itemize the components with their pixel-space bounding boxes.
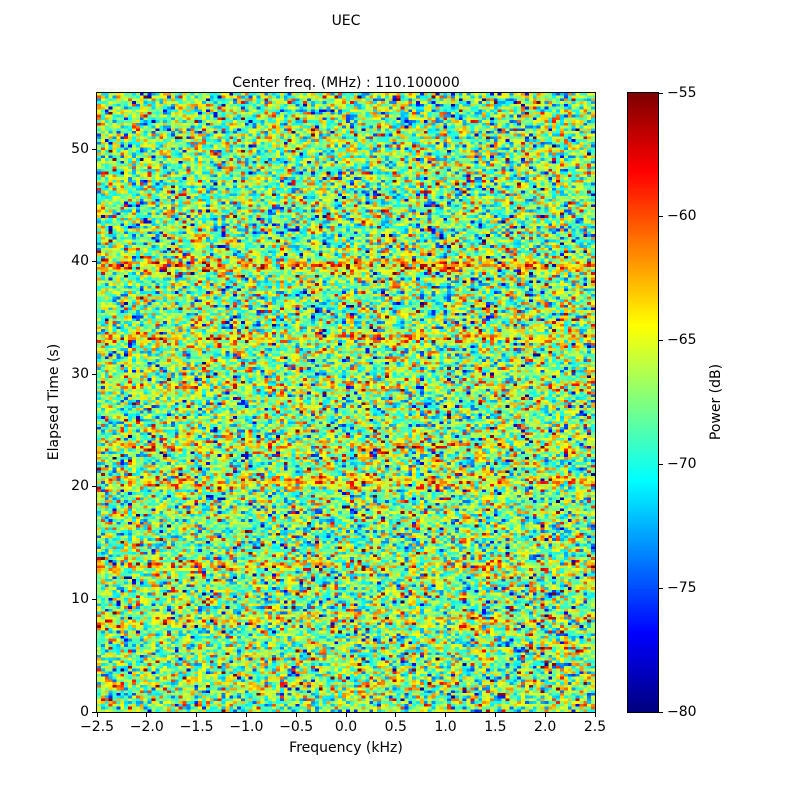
- x-tick-label: −2.0: [129, 719, 164, 735]
- x-tick-mark: [196, 713, 198, 717]
- colorbar-tick-mark: [659, 711, 663, 713]
- colorbar-tick-label: −75: [667, 579, 697, 596]
- x-tick-label: −1.0: [229, 719, 264, 735]
- y-tick-label: 20: [71, 478, 89, 495]
- x-tick-label: −1.5: [179, 719, 214, 735]
- y-tick-label: 40: [71, 253, 89, 270]
- y-tick-mark: [92, 598, 96, 600]
- colorbar-tick-label: −65: [667, 332, 697, 349]
- y-tick-label: 0: [80, 703, 89, 720]
- colorbar-gradient: [627, 92, 659, 713]
- y-tick-label: 30: [71, 365, 89, 382]
- chart-title: UEC: [331, 13, 361, 29]
- x-tick-mark: [594, 713, 596, 717]
- x-tick-label: −0.5: [279, 719, 314, 735]
- x-tick-mark: [345, 713, 347, 717]
- x-tick-label: 0.0: [334, 719, 358, 735]
- y-tick-mark: [92, 261, 96, 263]
- y-tick-label: 50: [71, 140, 89, 157]
- x-tick-label: 2.0: [534, 719, 557, 735]
- x-tick-mark: [395, 713, 397, 717]
- x-tick-mark: [96, 713, 98, 717]
- y-tick-mark: [92, 486, 96, 488]
- y-axis-label: Elapsed Time (s): [46, 343, 62, 461]
- x-tick-mark: [295, 713, 297, 717]
- colorbar-tick-label: −55: [667, 84, 697, 101]
- x-tick-mark: [146, 713, 148, 717]
- x-axis-label: Frequency (kHz): [289, 740, 403, 756]
- x-tick-label: 1.5: [484, 719, 507, 735]
- y-tick-label: 10: [71, 590, 89, 607]
- y-tick-mark: [92, 711, 96, 713]
- colorbar-tick-mark: [659, 216, 663, 218]
- y-tick-mark: [92, 148, 96, 150]
- colorbar-label: Power (dB): [708, 363, 724, 441]
- y-tick-mark: [92, 373, 96, 375]
- x-tick-mark: [544, 713, 546, 717]
- subtitle-center-freq: Center freq. (MHz) : 110.100000: [232, 75, 460, 91]
- x-tick-label: 1.0: [434, 719, 457, 735]
- colorbar-tick-mark: [659, 340, 663, 342]
- x-tick-mark: [494, 713, 496, 717]
- colorbar-tick-label: −60: [667, 208, 697, 225]
- colorbar-tick-mark: [659, 587, 663, 589]
- x-tick-mark: [445, 713, 447, 717]
- colorbar-tick-label: −80: [667, 703, 697, 720]
- x-tick-mark: [245, 713, 247, 717]
- x-tick-label: 0.5: [384, 719, 407, 735]
- colorbar-tick-mark: [659, 92, 663, 94]
- colorbar-tick-mark: [659, 463, 663, 465]
- x-tick-label: −2.5: [80, 719, 114, 735]
- colorbar-tick-label: −70: [667, 455, 697, 472]
- x-tick-label: 2.5: [583, 719, 607, 735]
- spectrogram-heatmap: [96, 92, 596, 713]
